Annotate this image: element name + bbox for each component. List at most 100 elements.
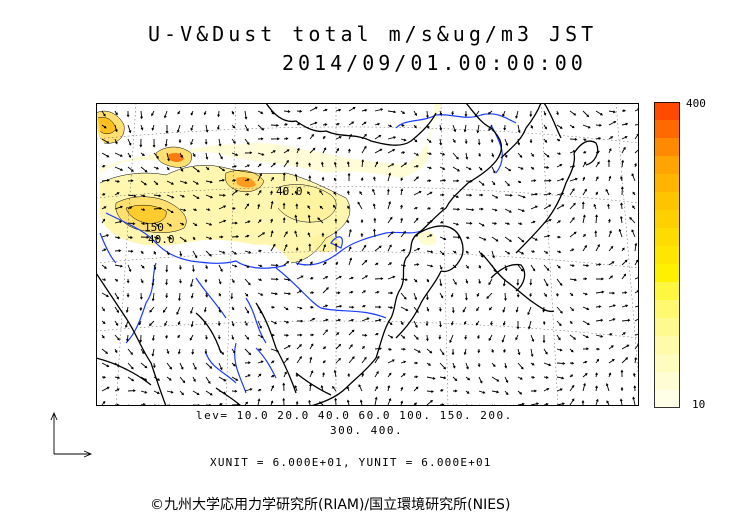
wind-arrow: [270, 320, 278, 325]
wind-arrow: [517, 180, 522, 184]
wind-arrow: [556, 376, 565, 380]
wind-arrow: [569, 320, 573, 325]
copyright-notice: ©九州大学応用力学研究所(RIAM)/国立環境研究所(NIES): [150, 497, 511, 513]
wind-arrow: [257, 264, 263, 268]
wind-arrow: [515, 306, 519, 313]
wind-arrow: [491, 180, 496, 186]
wind-arrow: [140, 124, 144, 131]
wind-arrow: [231, 110, 235, 115]
wind-arrow: [114, 180, 120, 183]
wind-arrow: [542, 306, 546, 313]
wind-arrow: [101, 386, 110, 392]
wind-arrow: [114, 292, 119, 300]
wind-arrow: [543, 387, 550, 392]
wind-arrow: [178, 264, 182, 270]
wind-arrow: [270, 230, 274, 238]
wind-arrow: [283, 306, 289, 311]
wind-arrow: [620, 175, 623, 182]
wind-arrow: [296, 136, 302, 140]
wind-arrow: [205, 194, 214, 199]
wind-arrow: [322, 372, 325, 378]
wind-arrow: [517, 376, 523, 380]
wind-arrow: [451, 348, 455, 356]
wind-arrow: [317, 217, 324, 224]
map-frame: [96, 103, 639, 406]
wind-arrow: [244, 306, 250, 314]
wind-arrow: [426, 138, 432, 143]
wind-arrow: [488, 278, 493, 286]
wind-arrow: [464, 110, 468, 117]
wind-arrow: [257, 163, 262, 168]
wind-arrow: [488, 124, 493, 132]
wind-arrow: [179, 180, 188, 185]
wind-arrow: [101, 375, 107, 379]
wind-arrow: [426, 207, 432, 210]
wind-arrow: [556, 110, 559, 116]
wind-arrow: [491, 376, 500, 382]
wind-arrow: [217, 334, 221, 340]
unit-vector-arrows-icon: [50, 411, 93, 458]
wind-arrow: [114, 152, 123, 157]
wind-arrow: [517, 362, 524, 370]
wind-arrow: [114, 138, 118, 145]
wind-arrow: [374, 347, 382, 350]
wind-arrow: [114, 236, 121, 240]
wind-arrow: [358, 384, 363, 392]
wind-arrow: [179, 166, 184, 172]
wind-arrow: [140, 208, 146, 211]
wind-arrow: [400, 334, 406, 339]
wind-arrow: [282, 202, 286, 210]
wind-arrow: [387, 262, 393, 266]
wind-arrow: [283, 292, 292, 296]
wind-arrow: [530, 362, 535, 366]
wind-arrow: [387, 244, 392, 252]
wind-arrow: [373, 217, 377, 224]
wind-arrow: [244, 292, 249, 297]
wind-arrow: [426, 124, 430, 129]
color-scale-swatch: [654, 336, 680, 355]
wind-arrow: [346, 399, 350, 406]
wind-arrow: [244, 110, 248, 120]
wind-arrow: [608, 345, 614, 350]
wind-arrow: [452, 138, 456, 143]
wind-arrow: [372, 228, 376, 238]
wind-arrow: [218, 166, 226, 172]
wind-arrow: [631, 229, 636, 238]
wind-arrow: [465, 179, 473, 183]
wind-arrow: [218, 348, 225, 355]
wind-arrow: [295, 161, 299, 168]
wind-vectors: [101, 106, 639, 406]
wind-arrow: [438, 306, 442, 312]
wind-arrow: [163, 110, 168, 119]
wind-arrow: [192, 208, 198, 212]
wind-arrow: [294, 230, 298, 238]
wind-arrow: [621, 304, 629, 308]
wind-arrow: [148, 320, 155, 327]
wind-arrow: [295, 400, 299, 406]
wind-arrow: [374, 262, 379, 266]
wind-arrow: [530, 152, 535, 157]
wind-arrow: [608, 275, 614, 280]
wind-arrow: [413, 190, 422, 196]
wind-arrow: [126, 110, 130, 118]
wind-arrow: [452, 235, 461, 239]
wind-arrow: [374, 332, 379, 336]
wind-arrow: [309, 106, 318, 112]
wind-arrow: [608, 110, 616, 114]
wind-arrow: [490, 320, 493, 326]
wind-arrow: [450, 320, 454, 326]
wind-arrow: [595, 290, 605, 294]
wind-arrow: [257, 172, 262, 182]
wind-arrow: [192, 194, 200, 199]
wind-arrow: [294, 173, 298, 182]
wind-arrow: [569, 164, 576, 168]
wind-arrow: [164, 320, 168, 327]
wind-arrow: [595, 150, 600, 154]
wind-arrow: [543, 204, 552, 210]
wind-arrow: [451, 306, 455, 314]
color-scale-swatch: [654, 318, 680, 337]
wind-arrow: [205, 124, 209, 133]
wind-arrow: [620, 386, 624, 391]
wind-arrow: [491, 222, 498, 225]
wind-arrow: [190, 292, 194, 299]
